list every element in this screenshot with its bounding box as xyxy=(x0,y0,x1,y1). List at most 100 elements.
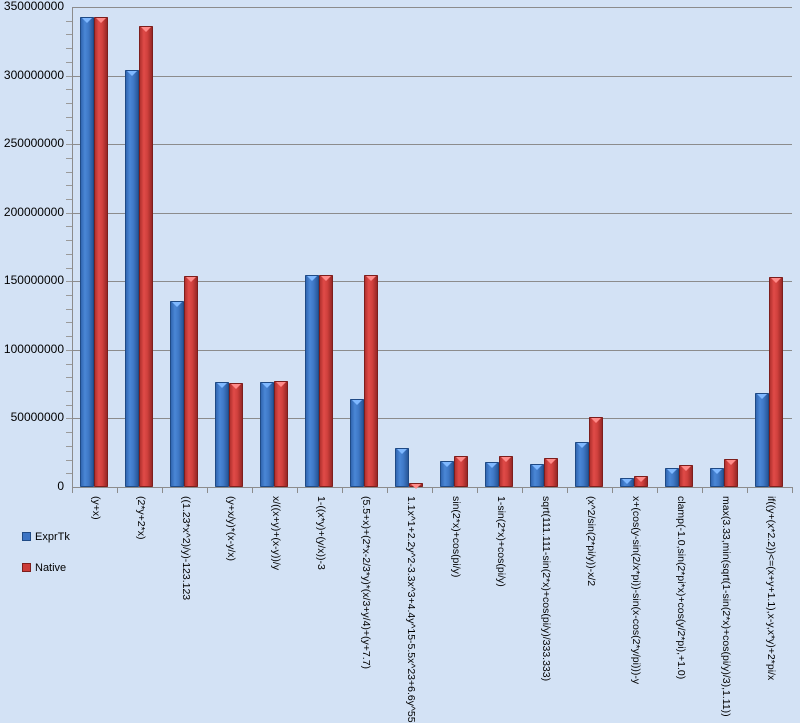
y-tick-label: 0 xyxy=(57,479,64,493)
minor-tick xyxy=(66,240,72,241)
x-tick-label: (y+x) xyxy=(90,496,102,520)
x-tick-label: 1-sin(2*x)+cos(pi/y) xyxy=(495,496,507,587)
minor-tick xyxy=(66,418,72,419)
bar-cap xyxy=(141,27,151,32)
minor-tick xyxy=(66,226,72,227)
bar-exprtk xyxy=(170,301,184,487)
y-tick-label: 350000000 xyxy=(3,0,64,13)
x-tick-label: sin(2*x)+cos(pi/y) xyxy=(450,496,462,578)
minor-tick xyxy=(66,117,72,118)
bar-exprtk xyxy=(530,464,544,487)
bar-cap xyxy=(96,18,106,23)
minor-tick xyxy=(66,172,72,173)
bar-cap xyxy=(726,460,736,465)
y-tick-label: 200000000 xyxy=(3,205,64,219)
bar-cap xyxy=(636,477,646,482)
x-tick-label: ((1.23*x^2)/y)-123.123 xyxy=(180,496,192,601)
minor-tick xyxy=(66,48,72,49)
bar-native xyxy=(229,383,243,487)
bar-exprtk xyxy=(665,468,679,487)
minor-tick xyxy=(66,473,72,474)
minor-tick xyxy=(66,103,72,104)
bar-exprtk xyxy=(620,478,634,487)
x-tick xyxy=(567,487,568,493)
minor-tick xyxy=(66,391,72,392)
minor-tick xyxy=(66,76,72,77)
x-tick xyxy=(522,487,523,493)
bar-cap xyxy=(352,400,362,405)
x-tick xyxy=(162,487,163,493)
bar-cap xyxy=(532,465,542,470)
bar-native xyxy=(139,26,153,487)
bar-native xyxy=(724,459,738,487)
bar-cap xyxy=(172,302,182,307)
bar-cap xyxy=(262,383,272,388)
x-tick xyxy=(72,487,73,493)
minor-tick xyxy=(66,309,72,310)
y-tick-label: 150000000 xyxy=(3,273,64,287)
minor-tick xyxy=(66,34,72,35)
x-tick-label: (2*y+2*x) xyxy=(135,496,147,540)
bar-cap xyxy=(757,394,767,399)
legend-swatch-red-icon xyxy=(22,563,31,573)
minor-tick xyxy=(66,322,72,323)
x-tick-label: x/((x+y)+(x-y))/y xyxy=(270,496,282,571)
y-tick-label: 300000000 xyxy=(3,68,64,82)
bar-exprtk xyxy=(305,275,319,487)
bar-cap xyxy=(411,484,421,489)
bar-cap xyxy=(186,277,196,282)
minor-tick xyxy=(66,432,72,433)
x-tick xyxy=(432,487,433,493)
bar-native xyxy=(499,456,513,487)
bar-cap xyxy=(307,276,317,281)
bar-cap xyxy=(546,459,556,464)
x-tick-label: sqrt(111.111-sin(2*x)+cos(pi/y)/333.333) xyxy=(540,496,552,682)
minor-tick xyxy=(66,268,72,269)
gridline xyxy=(72,418,792,419)
minor-tick xyxy=(66,158,72,159)
gridline xyxy=(72,281,792,282)
bar-exprtk xyxy=(260,382,274,487)
minor-tick xyxy=(66,446,72,447)
bar-cap xyxy=(712,469,722,474)
bar-cap xyxy=(366,276,376,281)
y-tick-label: 100000000 xyxy=(3,342,64,356)
bar-cap xyxy=(127,71,137,76)
minor-tick xyxy=(66,364,72,365)
bar-native xyxy=(769,277,783,487)
minor-tick xyxy=(66,350,72,351)
bar-native xyxy=(94,17,108,487)
bar-cap xyxy=(501,457,511,462)
x-tick xyxy=(477,487,478,493)
minor-tick xyxy=(66,405,72,406)
minor-tick xyxy=(66,199,72,200)
x-tick-label: if((y+(x*2.2))<=(x+y+1.1),x-y,x*y)+2*pi/… xyxy=(765,496,777,681)
x-tick-label: (y+x/y)*(x-y/x) xyxy=(225,496,237,562)
bar-exprtk xyxy=(575,442,589,487)
gridline xyxy=(72,144,792,145)
x-tick xyxy=(207,487,208,493)
x-tick-label: x+(cos(y-sin(2/x*pi))-sin(x-cos(2*y/pi))… xyxy=(630,496,642,685)
minor-tick xyxy=(66,62,72,63)
bar-cap xyxy=(456,457,466,462)
minor-tick xyxy=(66,377,72,378)
bar-cap xyxy=(276,382,286,387)
x-tick xyxy=(387,487,388,493)
x-tick xyxy=(252,487,253,493)
gridline xyxy=(72,76,792,77)
x-tick xyxy=(657,487,658,493)
legend-label: ExprTk xyxy=(35,530,70,543)
bar-cap xyxy=(591,418,601,423)
minor-tick xyxy=(66,295,72,296)
bar-exprtk xyxy=(755,393,769,487)
minor-tick xyxy=(66,144,72,145)
gridline xyxy=(72,350,792,351)
x-tick xyxy=(117,487,118,493)
bar-cap xyxy=(231,384,241,389)
bar-exprtk xyxy=(215,382,229,487)
minor-tick xyxy=(66,281,72,282)
bar-native xyxy=(454,456,468,487)
bar-exprtk xyxy=(485,462,499,487)
bar-cap xyxy=(681,466,691,471)
bar-cap xyxy=(577,443,587,448)
